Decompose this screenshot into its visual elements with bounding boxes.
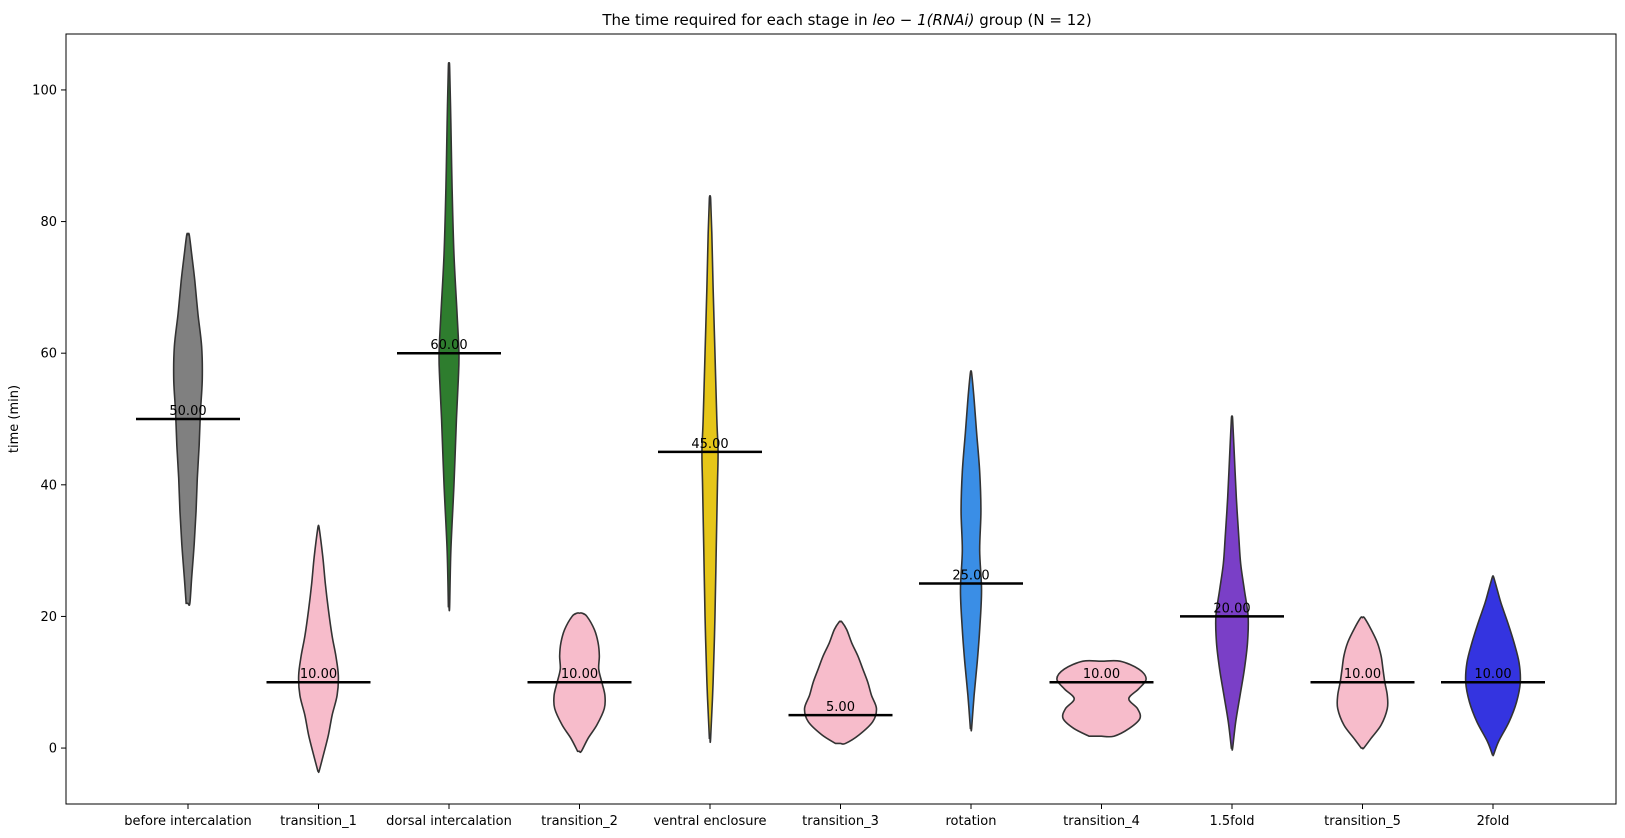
y-tick-label: 40 xyxy=(40,478,57,493)
median-label: 10.00 xyxy=(1344,667,1381,682)
median-label: 60.00 xyxy=(430,338,467,353)
y-tick-label: 100 xyxy=(32,83,57,98)
median-label: 5.00 xyxy=(826,700,855,715)
median-label: 10.00 xyxy=(561,667,598,682)
violin-ventral-enclosure xyxy=(701,195,719,744)
x-tick-label: transition_1 xyxy=(280,814,357,829)
x-tick-label: dorsal intercalation xyxy=(386,814,512,829)
chart-title: The time required for each stage in leo … xyxy=(601,11,1091,29)
violin-transition-4 xyxy=(1056,659,1147,738)
median-label: 20.00 xyxy=(1213,601,1250,616)
chart-title-math: leo − 1(RNAi) xyxy=(872,11,974,29)
median-label: 45.00 xyxy=(691,437,728,452)
x-tick-label: transition_5 xyxy=(1324,814,1401,829)
medians-group: 50.00 10.00 60.00 10.00 45.00 5.00 25.00 10.00 2… xyxy=(136,338,1545,717)
median-label: 25.00 xyxy=(952,569,989,584)
chart-title-prefix: The time required for each stage in xyxy=(601,11,872,29)
chart-title-suffix: group (N = 12) xyxy=(974,11,1091,29)
violin-1-5fold xyxy=(1214,415,1250,751)
y-axis: 0 20 40 60 80 100 xyxy=(32,83,66,757)
median-label: 10.00 xyxy=(300,667,337,682)
x-tick-label: transition_2 xyxy=(541,814,618,829)
y-tick-label: 60 xyxy=(40,347,57,362)
violins-group xyxy=(172,62,1522,774)
x-tick-label: transition_4 xyxy=(1063,814,1140,829)
x-tick-label: 1.5fold xyxy=(1209,814,1254,829)
x-axis: before intercalation transition_1 dorsal i… xyxy=(124,804,1509,829)
x-tick-label: transition_3 xyxy=(802,814,879,829)
median-label: 50.00 xyxy=(169,404,206,419)
violin-rotation xyxy=(959,370,983,732)
median-label: 10.00 xyxy=(1474,667,1511,682)
x-tick-label: 2fold xyxy=(1477,814,1510,829)
x-tick-label: before intercalation xyxy=(124,814,252,829)
x-tick-label: rotation xyxy=(946,814,997,829)
y-tick-label: 20 xyxy=(40,610,57,625)
median-label: 10.00 xyxy=(1083,667,1120,682)
y-axis-label: time (min) xyxy=(7,385,22,453)
x-tick-label: ventral enclosure xyxy=(653,814,766,829)
violin-transition-1 xyxy=(297,524,340,774)
violin-2fold xyxy=(1464,575,1522,757)
y-tick-label: 80 xyxy=(40,215,57,230)
violin-dorsal-intercalation xyxy=(438,62,460,612)
violin-transition-3 xyxy=(803,620,878,745)
y-tick-label: 0 xyxy=(49,742,57,757)
